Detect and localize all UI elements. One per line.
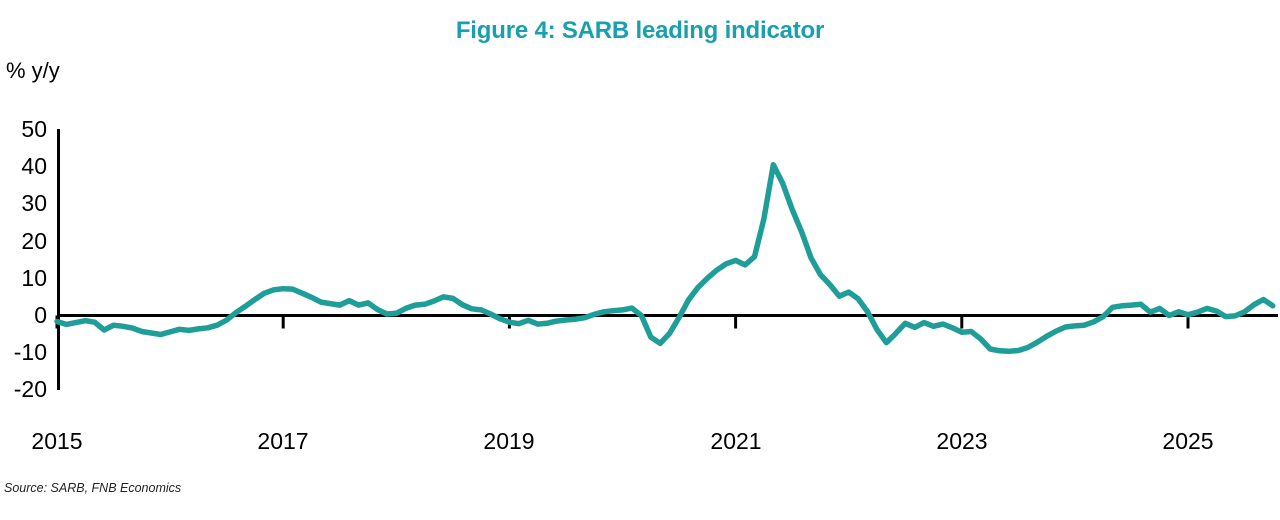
y-axis-unit-label: % y/y: [6, 58, 60, 83]
y-tick-label: -10: [13, 339, 47, 365]
x-tick-label: 2015: [31, 428, 83, 454]
x-tick-label: 2017: [257, 428, 309, 454]
y-tick-label: 30: [21, 190, 47, 216]
y-tick-label: 0: [34, 302, 47, 328]
source-note: Source: SARB, FNB Economics: [4, 481, 182, 495]
y-tick-label: 50: [21, 116, 47, 142]
x-tick-label: 2021: [710, 428, 762, 454]
x-tick-label: 2023: [936, 428, 988, 454]
y-tick-label: 10: [21, 265, 47, 291]
chart-title: Figure 4: SARB leading indicator: [455, 17, 825, 44]
y-tick-label: 40: [21, 153, 47, 179]
y-tick-label: 20: [21, 228, 47, 254]
data-line-sarb-leading-indicator: [54, 162, 1276, 354]
x-tick-label: 2025: [1162, 428, 1214, 454]
x-tick-label: 2019: [483, 428, 535, 454]
y-tick-label: -20: [13, 376, 47, 402]
